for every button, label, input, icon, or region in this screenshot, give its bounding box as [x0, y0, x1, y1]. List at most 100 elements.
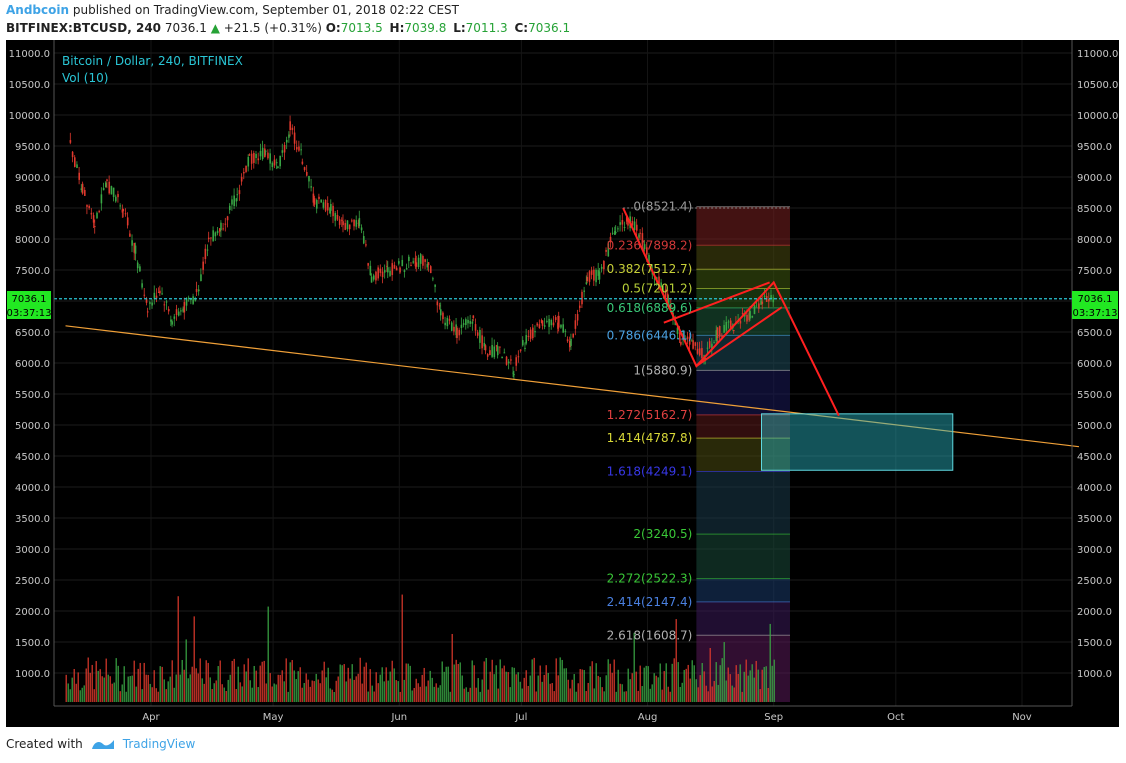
candle-body [84, 189, 86, 196]
volume-bar [427, 680, 429, 702]
volume-bar [227, 679, 229, 702]
volume-bar [297, 671, 299, 702]
candle-body [218, 228, 221, 232]
volume-bar [349, 678, 351, 702]
volume-bar [533, 657, 535, 702]
candle-body [233, 195, 235, 207]
volume-bar [695, 679, 697, 702]
candle-body [658, 276, 660, 288]
volume-bar [285, 658, 287, 702]
candle-body [414, 258, 417, 267]
drawings[interactable] [54, 207, 1080, 471]
candle-body [405, 268, 408, 270]
candle-body [422, 255, 424, 266]
candle-body [102, 187, 105, 191]
volume-bar [489, 671, 491, 702]
candle-body [638, 234, 640, 238]
volume-bar [559, 657, 561, 702]
candle-body [69, 140, 72, 143]
volume-bar [307, 679, 309, 702]
candle-body [187, 297, 190, 299]
author-link[interactable]: Andbcoin [6, 3, 70, 17]
candle-body [408, 256, 410, 262]
chart-area[interactable]: 0(8521.4) 0.236(7898.2) 0.382(7512.7) 0.5(7… [6, 40, 1119, 727]
volume-bar [429, 670, 431, 702]
candle-body [357, 222, 360, 224]
created-with-label: Created with [6, 737, 83, 751]
candle-body [532, 327, 534, 339]
volume-bar [621, 684, 623, 702]
fib-level-label: 0.236(7898.2) [607, 238, 693, 252]
candle-body [662, 290, 665, 293]
fib-level-label: 0.5(7201.2) [622, 282, 692, 296]
volume-bar [683, 669, 685, 702]
volume-bar [689, 678, 691, 702]
volume-bar [165, 689, 167, 702]
right-axis-tick: 5000.0 [1077, 421, 1112, 432]
left-price-tag: 7036.1 03:37:13 [7, 291, 51, 319]
candle-body [332, 205, 334, 217]
publish-header: Andbcoin published on TradingView.com, S… [6, 3, 459, 17]
price-chart[interactable]: 0(8521.4) 0.236(7898.2) 0.382(7512.7) 0.5(7… [6, 40, 1119, 727]
volume-bar [401, 594, 403, 702]
volume-bar [149, 683, 151, 702]
volume-bar [173, 687, 175, 702]
volume-bar [361, 683, 363, 702]
volume-bar [475, 687, 477, 702]
candle-body [245, 165, 247, 172]
time-axis-tick: Apr [142, 712, 160, 723]
candle-body [81, 183, 84, 194]
volume-bar [221, 684, 223, 702]
tradingview-link[interactable]: TradingView [122, 737, 196, 751]
volume-bar [409, 665, 411, 702]
candle-body [293, 132, 296, 144]
candle-body [465, 319, 467, 326]
candle-body [136, 262, 139, 269]
candle-body [595, 269, 597, 283]
candle-body [429, 266, 432, 274]
fib-level-label: 0.618(6889.6) [607, 301, 693, 315]
volume-bar [155, 688, 157, 702]
candle-body [224, 223, 227, 225]
candle-body [115, 196, 117, 202]
volume-bar [367, 691, 369, 702]
right-price-axis[interactable]: 11000.0 10500.0 10000.0 9500.0 9000.0 8500.0 8… [1071, 40, 1118, 706]
candle-body [126, 217, 129, 226]
candle-body [383, 270, 386, 273]
volume-bar [467, 691, 469, 702]
volume-bar [619, 683, 621, 702]
volume-bar [697, 687, 699, 702]
candle-body [90, 212, 93, 215]
candle-body [277, 166, 279, 168]
volume-bar [723, 642, 725, 702]
volume-bar [531, 659, 533, 702]
candle-body [609, 236, 612, 243]
candle-body [512, 372, 514, 374]
left-axis-tick: 4500.0 [15, 452, 50, 463]
volume-bar [543, 674, 545, 702]
candle-body [562, 324, 564, 333]
volume-bar [459, 662, 461, 702]
volume-bar [267, 606, 269, 702]
candle-body [112, 187, 115, 198]
candle-body [558, 315, 560, 328]
volume-bar [737, 673, 739, 702]
volume-bar [759, 689, 761, 702]
candle-body [283, 145, 286, 153]
volume-bar [433, 686, 435, 702]
candle-body [543, 325, 546, 327]
volume-bar [347, 667, 349, 702]
volume-bar [471, 660, 473, 702]
chart-background [6, 40, 1119, 727]
volume-bar [517, 672, 519, 702]
candle-body [427, 262, 430, 266]
fib-level-label: 0(8521.4) [633, 200, 692, 214]
candle-body [157, 291, 160, 293]
candle-body [648, 254, 650, 265]
volume-bar [499, 659, 501, 702]
candle-body [133, 242, 136, 253]
volume-bar [493, 674, 495, 702]
volume-bar [135, 686, 137, 702]
fib-zone [696, 414, 790, 439]
time-axis[interactable]: Apr May Jun Jul Aug Sep Oct Nov [54, 705, 1072, 723]
